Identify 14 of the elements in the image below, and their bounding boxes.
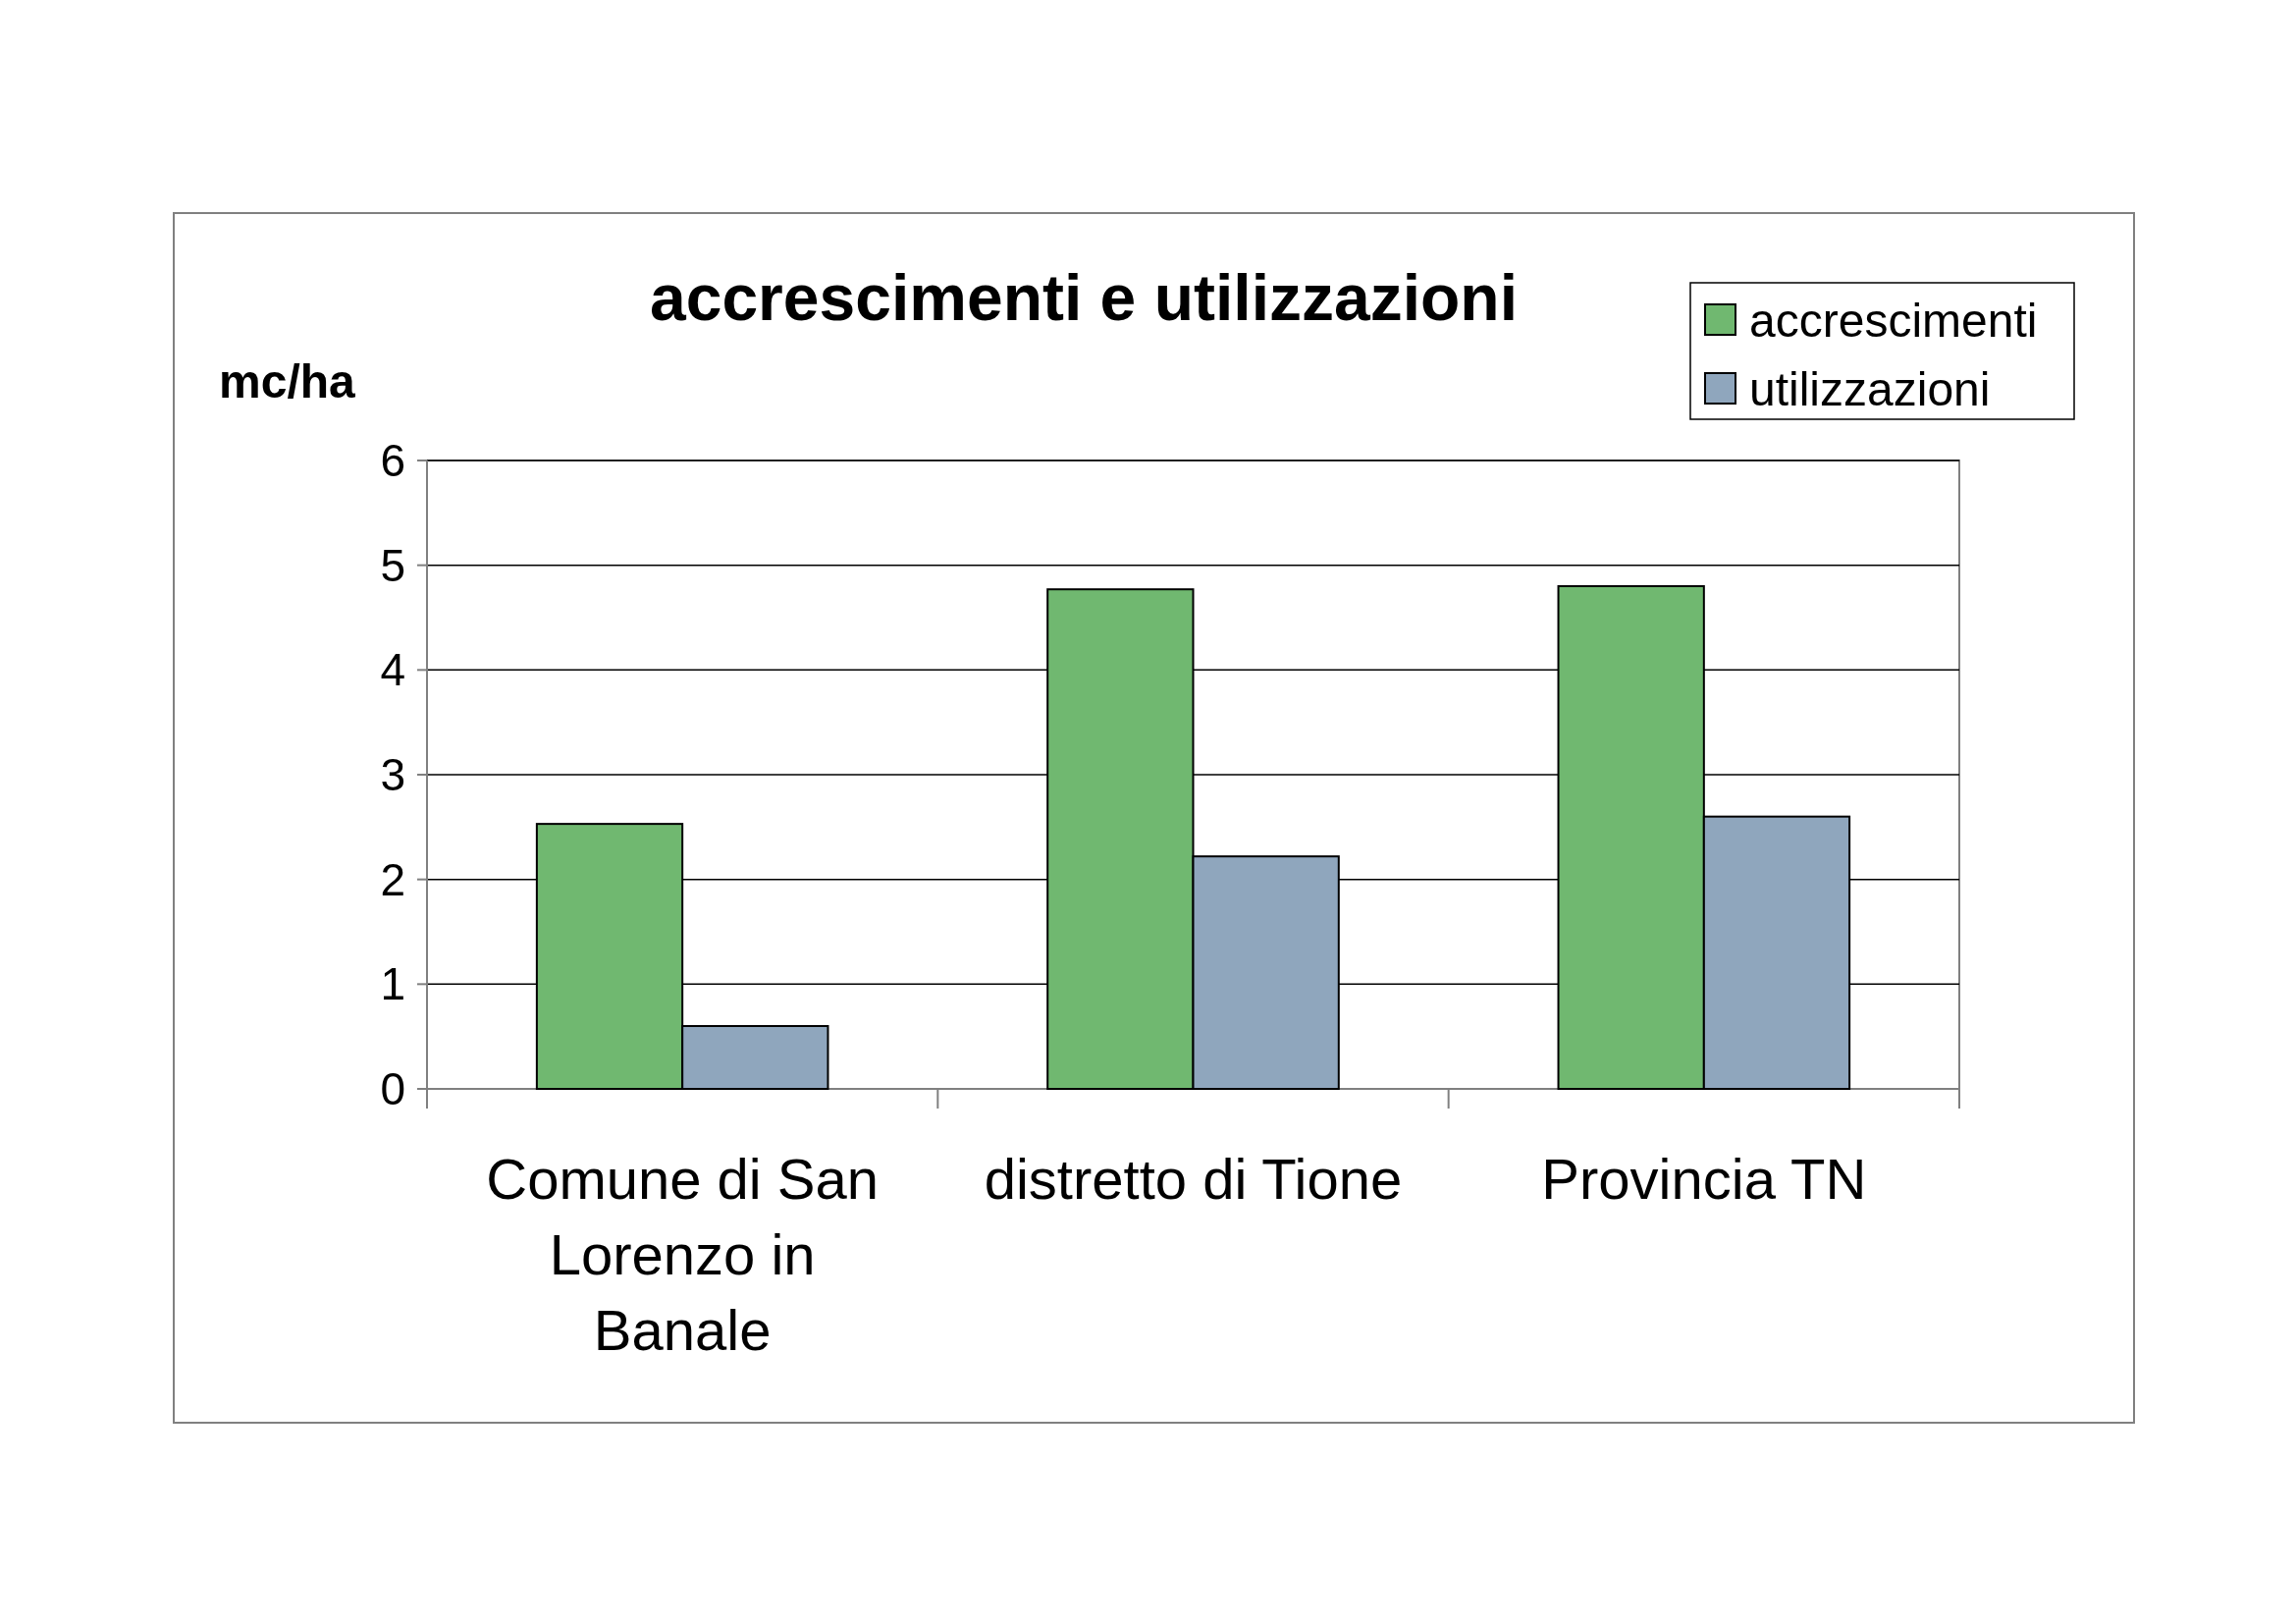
y-tick-label: 0 [380,1063,405,1115]
y-axis-title: mc/ha [219,355,356,407]
y-tick-label: 4 [380,644,405,696]
x-tick-label: Provincia TN [1541,1147,1867,1211]
x-tick-label: distretto di Tione [984,1147,1403,1211]
y-tick-label: 1 [380,958,405,1010]
legend-label: utilizzazioni [1749,362,1991,415]
x-tick-label: Comune di San Lorenzo in Banale [486,1147,880,1362]
y-tick-label: 5 [380,539,405,591]
y-tick-label: 3 [380,749,405,801]
y-tick-label: 6 [380,435,405,487]
y-tick-label: 2 [380,853,405,905]
legend-label: accrescimenti [1749,294,2038,347]
chart-title: accrescimenti e utilizzazioni [650,261,1518,334]
